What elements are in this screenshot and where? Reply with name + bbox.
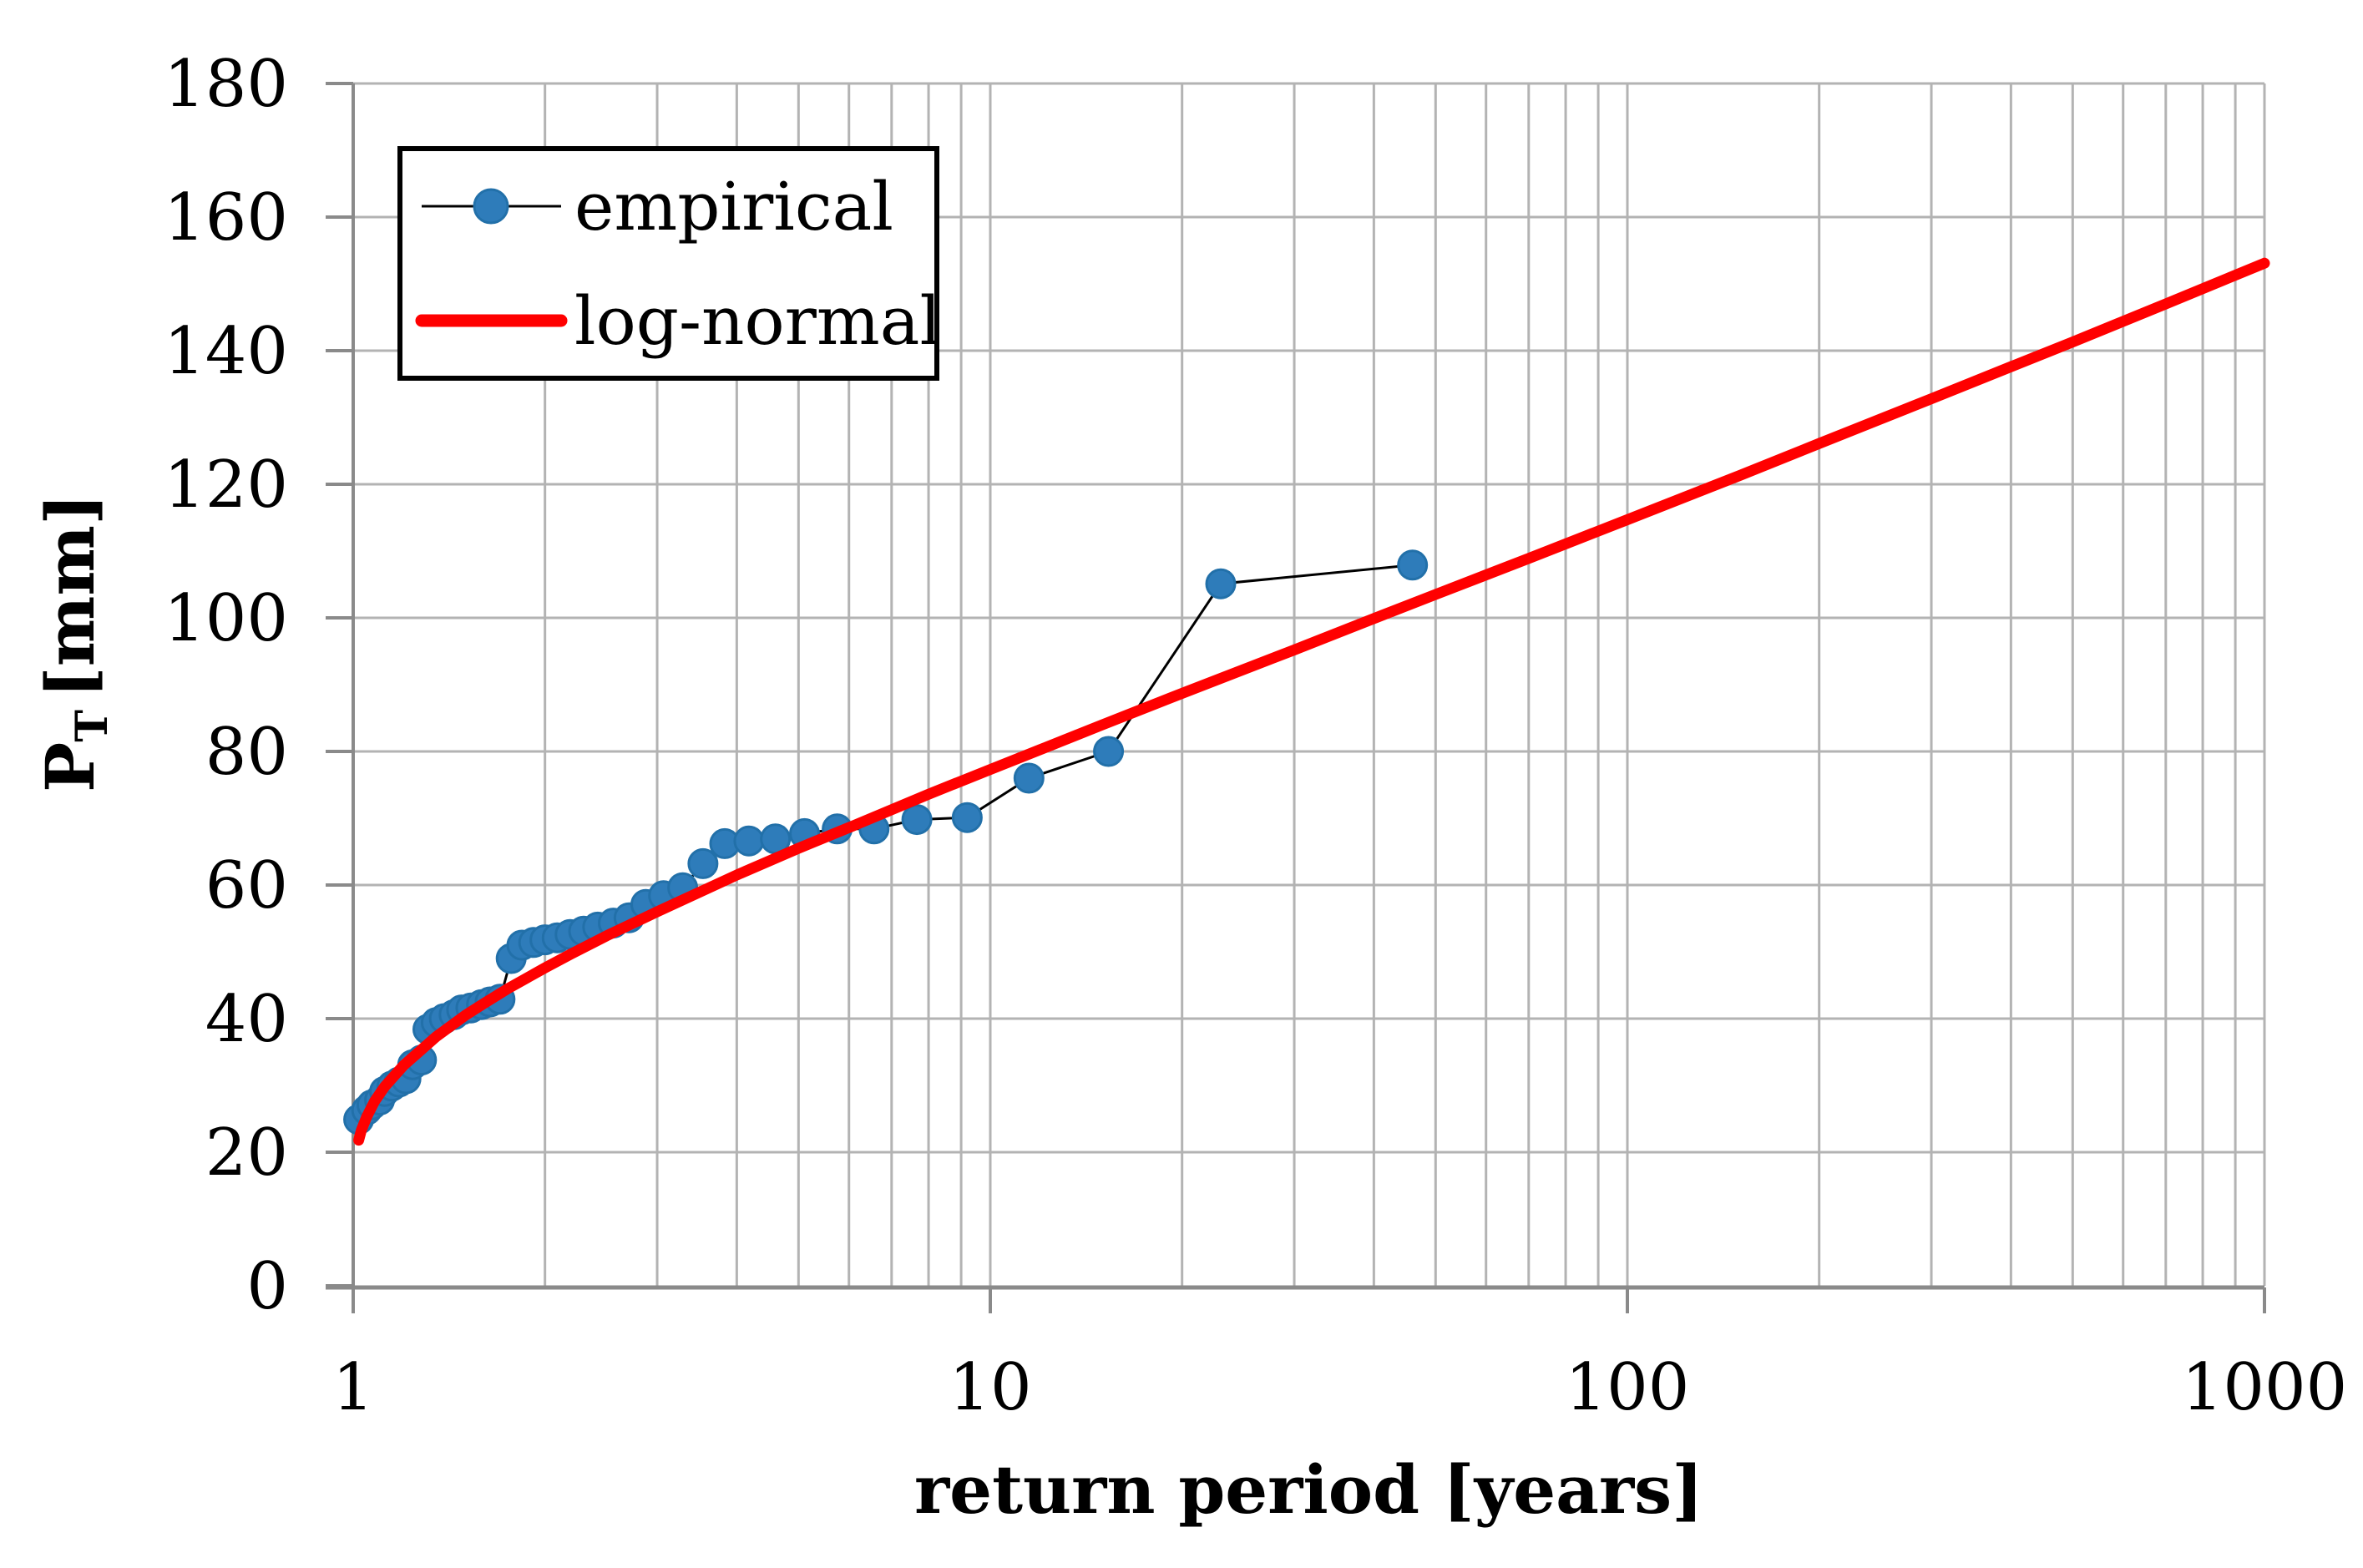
y-tick-label: 20 — [205, 1115, 288, 1191]
y-tick-label: 160 — [164, 180, 288, 255]
x-tick-label: 1000 — [2182, 1350, 2348, 1425]
y-tick-label: 80 — [205, 715, 288, 790]
empirical-point — [733, 825, 765, 857]
legend-label-lognormal: log-normal — [574, 282, 941, 360]
y-tick-label: 140 — [164, 314, 288, 389]
legend-empirical-marker — [473, 188, 509, 225]
x-axis-title: return period [years] — [914, 1450, 1703, 1529]
y-tick-label: 40 — [205, 982, 288, 1057]
x-tick-label: 100 — [1566, 1350, 1690, 1425]
x-tick-labels: 1 10 100 1000 — [332, 1350, 2347, 1425]
y-tick-label: 100 — [164, 581, 288, 656]
y-axis-title: PT[mm] — [31, 493, 118, 792]
x-tick-label: 10 — [949, 1350, 1031, 1425]
y-tick-label: 60 — [205, 848, 288, 923]
empirical-point — [1013, 762, 1045, 794]
y-tick-label: 0 — [246, 1249, 288, 1324]
x-tick-label: 1 — [332, 1350, 374, 1425]
empirical-point — [901, 804, 933, 836]
empirical-point — [1205, 568, 1237, 599]
legend-label-empirical: empirical — [574, 168, 893, 245]
empirical-point — [1093, 736, 1125, 767]
lognormal-curve — [353, 257, 2270, 1146]
y-tick-label: 120 — [164, 448, 288, 523]
legend: empirical log-normal — [397, 146, 941, 381]
legend-box — [397, 146, 939, 381]
empirical-point — [687, 847, 719, 879]
y-tick-label: 180 — [164, 47, 288, 122]
axes — [326, 82, 2266, 1313]
empirical-point — [1397, 549, 1429, 581]
y-tick-labels: 0 20 40 60 80 100 120 140 160 180 — [164, 47, 288, 1324]
empirical-point — [951, 802, 983, 833]
